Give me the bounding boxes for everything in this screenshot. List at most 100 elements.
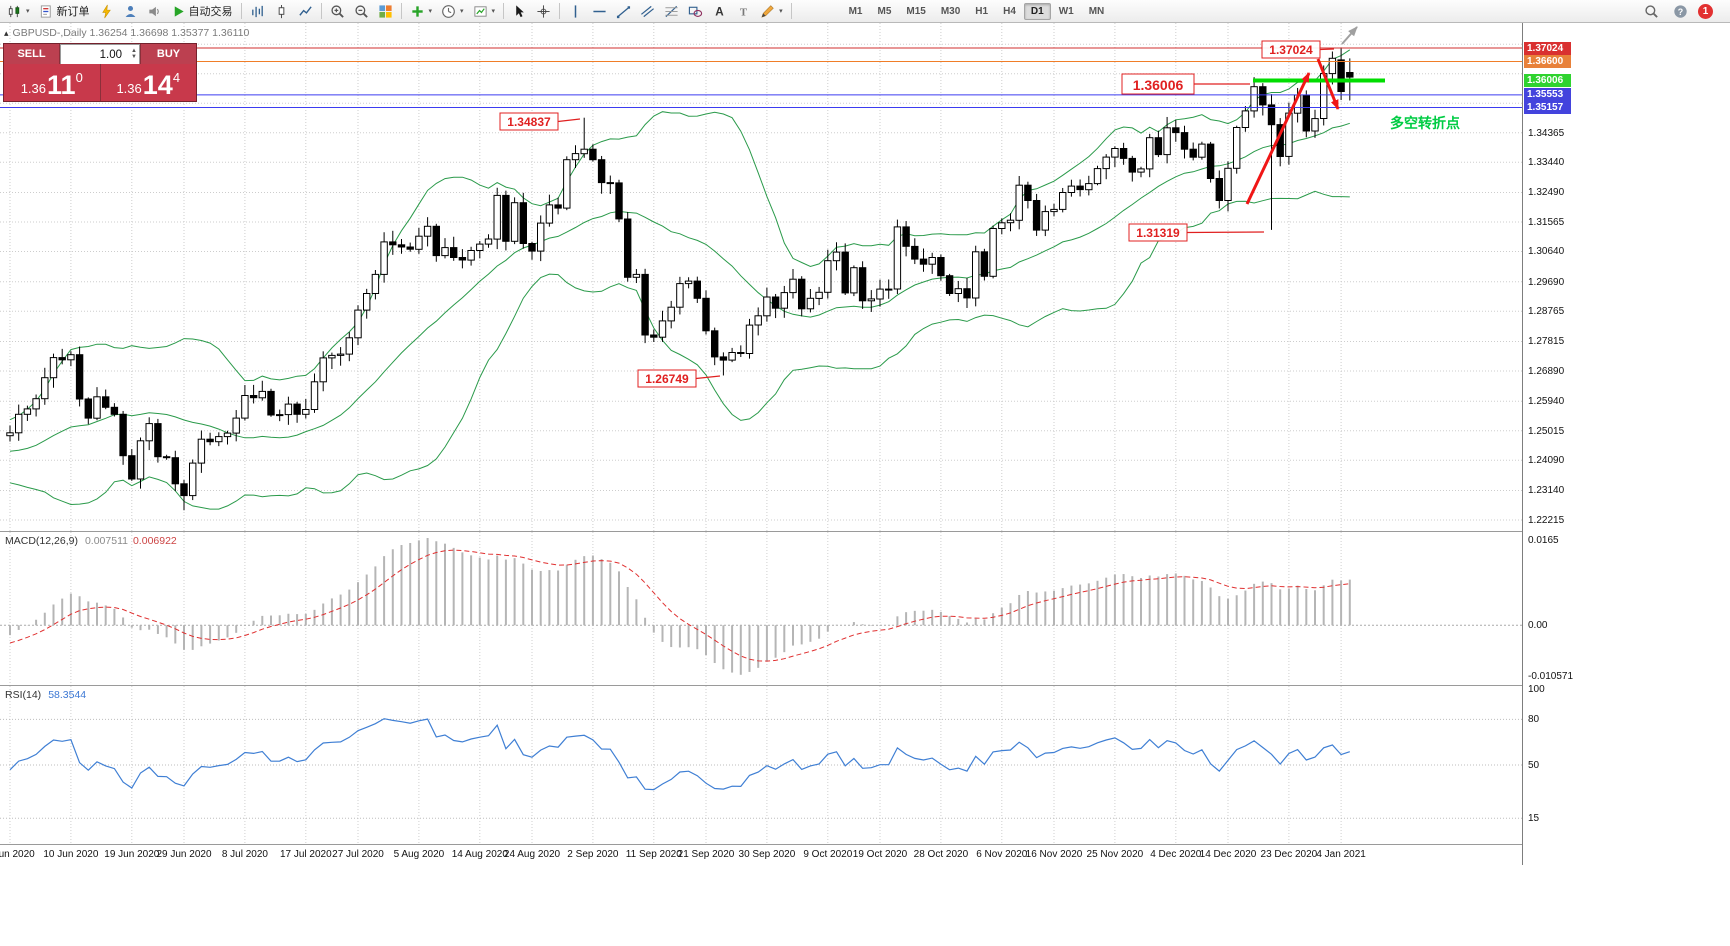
- sell-button[interactable]: SELL: [4, 44, 59, 64]
- market-watch-button[interactable]: [95, 2, 118, 21]
- line-chart-mode-button[interactable]: [294, 2, 317, 21]
- timeframe-D1[interactable]: D1: [1023, 2, 1051, 20]
- price-chart[interactable]: 1.37024 1.36006 1.34837 1.31319 1.26749: [0, 23, 1522, 531]
- buy-button[interactable]: BUY: [141, 44, 196, 64]
- clock-icon: [441, 4, 456, 19]
- indicators-button[interactable]: ▾: [406, 2, 437, 21]
- rsi-line: [9, 718, 1350, 791]
- alerts-button[interactable]: [143, 2, 166, 21]
- crosshair-icon: [536, 4, 551, 19]
- volume-spinner[interactable]: ▲ ▼: [131, 45, 137, 63]
- zoom-in-button[interactable]: [326, 2, 349, 21]
- price-tick-label: 1.24090: [1528, 455, 1565, 467]
- templates-button[interactable]: ▾: [469, 2, 500, 21]
- search-button[interactable]: [1640, 2, 1663, 21]
- timeframe-H4[interactable]: H4: [996, 3, 1023, 20]
- timeframe-M30[interactable]: M30: [934, 3, 967, 20]
- buy-price-big: 14: [142, 70, 173, 101]
- chevron-down-icon[interactable]: ▾: [428, 8, 433, 15]
- bollinger-bands: [9, 49, 1351, 510]
- buy-price-point: 4: [172, 70, 181, 85]
- buy-price-display[interactable]: 1.36 14 4: [100, 64, 196, 101]
- price-tick-label: 1.33440: [1528, 157, 1565, 169]
- bar-chart-mode-button[interactable]: [246, 2, 269, 21]
- price-callout[interactable]: 1.34837: [499, 112, 581, 131]
- fibonacci-button[interactable]: [660, 2, 683, 21]
- timeframe-MN[interactable]: MN: [1082, 3, 1112, 20]
- zoom-out-button[interactable]: [350, 2, 373, 21]
- toolbar-separator: [320, 3, 322, 19]
- periods-button[interactable]: ▾: [437, 2, 468, 21]
- timeframe-group: M1 M5 M15 M30 H1 H4 D1 W1 MN: [842, 2, 1112, 20]
- main-toolbar: ▾ 新订单 自动交易 ▾ ▾ ▾ A T ▾ M1 M5 M15 M30 H1 H4 D1 W1 MN? 1: [0, 0, 1730, 23]
- chevron-down-icon[interactable]: ▾: [779, 8, 783, 15]
- sell-price-display[interactable]: 1.36 11 0: [4, 64, 100, 101]
- cursor-button[interactable]: [508, 2, 531, 21]
- timeframe-W1[interactable]: W1: [1052, 3, 1081, 20]
- timeframe-M1[interactable]: M1: [842, 3, 870, 20]
- panel-separator[interactable]: [0, 531, 1730, 532]
- candlestick-mode-button[interactable]: [270, 2, 293, 21]
- zoom-out-icon: [354, 4, 369, 19]
- sell-price-prefix: 1.36: [20, 81, 47, 96]
- price-tick-label: 1.26890: [1528, 365, 1565, 377]
- new-order-button[interactable]: 新订单: [35, 2, 94, 21]
- horizontal-line-button[interactable]: [588, 2, 611, 21]
- panel-separator[interactable]: [0, 844, 1730, 845]
- trend-arrow[interactable]: [1245, 72, 1311, 205]
- one-click-trade-panel: SELL ▲ ▼ BUY 1.36 11 0 1.36 14 4: [3, 43, 197, 102]
- panel-separator[interactable]: [0, 685, 1730, 686]
- date-tick-label: 30 Sep 2020: [738, 849, 796, 860]
- price-badge: 1.36006: [1524, 73, 1571, 87]
- price-callout[interactable]: 1.26749: [637, 369, 721, 388]
- notification-badge[interactable]: 1: [1698, 3, 1713, 19]
- vertical-line-button[interactable]: [564, 2, 587, 21]
- price-tick-label: 1.31565: [1528, 216, 1565, 228]
- pencil-icon: [760, 4, 775, 19]
- page-order-icon: [39, 4, 54, 19]
- timeframe-M5[interactable]: M5: [870, 3, 898, 20]
- rsi-scale-label: 100: [1528, 684, 1545, 695]
- spinner-up-icon[interactable]: ▲: [131, 48, 137, 54]
- text-label-button[interactable]: T: [732, 2, 755, 21]
- navigator-button[interactable]: [119, 2, 142, 21]
- chevron-down-icon[interactable]: ▾: [491, 8, 496, 15]
- svg-text:T: T: [740, 6, 748, 18]
- trendline-button[interactable]: [612, 2, 635, 21]
- toolbar-separator: [559, 3, 561, 19]
- symbol-header: ▴ GBPUSD-,Daily 1.36254 1.36698 1.35377 …: [4, 27, 249, 39]
- price-callout[interactable]: 1.31319: [1128, 223, 1265, 242]
- one-click-collapse-icon[interactable]: ▴: [4, 27, 9, 38]
- text-button[interactable]: A: [708, 2, 731, 21]
- price-scale[interactable]: 1.34365 1.33440 1.32490 1.31565 1.30640 1.296…: [1522, 23, 1730, 865]
- chevron-down-icon[interactable]: ▾: [26, 8, 30, 15]
- rsi-scale-label: 50: [1528, 760, 1540, 771]
- help-button[interactable]: ?: [1669, 2, 1692, 21]
- price-callout[interactable]: 1.36006: [1121, 73, 1250, 95]
- macd-panel[interactable]: [0, 532, 1522, 685]
- tile-windows-button[interactable]: [374, 2, 397, 21]
- rsi-scale-label: 80: [1528, 714, 1540, 726]
- equidistant-channel-button[interactable]: [636, 2, 659, 21]
- arrows-button[interactable]: ▾: [756, 2, 787, 21]
- trend-arrow[interactable]: [1341, 26, 1358, 45]
- rsi-panel[interactable]: [0, 686, 1522, 844]
- chevron-down-icon[interactable]: ▾: [460, 8, 464, 15]
- price-tick-label: 1.25940: [1528, 396, 1565, 408]
- new-chart-button[interactable]: ▾: [3, 2, 34, 21]
- price-callout[interactable]: 1.37024: [1261, 40, 1335, 59]
- volume-input[interactable]: [61, 46, 139, 64]
- date-tick-label: 25 Nov 2020: [1086, 849, 1144, 860]
- shapes-button[interactable]: [684, 2, 707, 21]
- trend-arrow[interactable]: [1316, 58, 1340, 110]
- spinner-down-icon[interactable]: ▼: [131, 54, 137, 60]
- timeframe-H1[interactable]: H1: [968, 3, 995, 20]
- annotation-text[interactable]: 多空转折点: [1390, 115, 1460, 131]
- macd-signal-value: 0.006922: [132, 535, 177, 547]
- timeframe-M15[interactable]: M15: [899, 3, 932, 20]
- crosshair-button[interactable]: [532, 2, 555, 21]
- price-tick-label: 1.34365: [1528, 127, 1565, 139]
- autotrading-button[interactable]: 自动交易: [167, 2, 237, 21]
- svg-text:1.26749: 1.26749: [645, 372, 689, 386]
